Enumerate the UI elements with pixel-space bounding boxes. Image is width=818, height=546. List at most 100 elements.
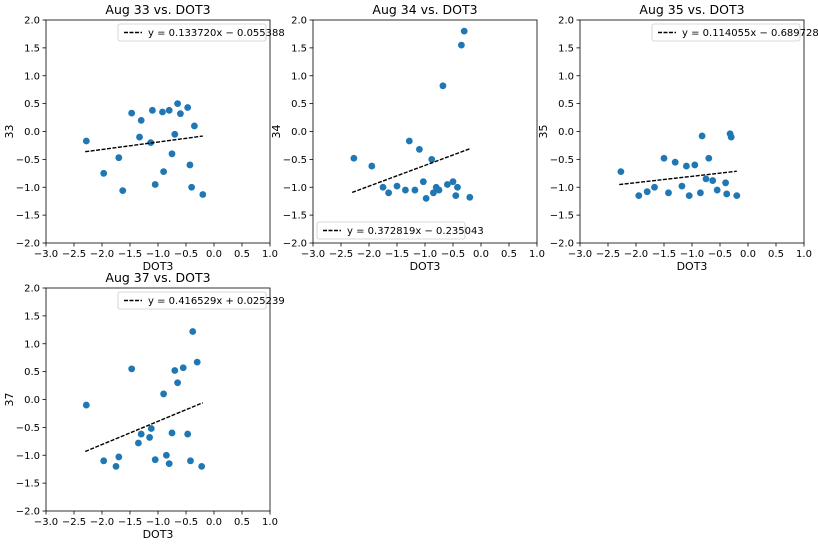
x-tick-label: 1.0 xyxy=(262,249,278,260)
legend-label: y = 0.416529x + 0.025239 xyxy=(148,296,285,307)
data-point xyxy=(709,177,717,184)
x-tick-label: 0.0 xyxy=(206,517,222,528)
data-point xyxy=(128,365,136,373)
x-tick-label: −0.5 xyxy=(174,517,198,528)
data-point xyxy=(115,154,123,162)
data-point xyxy=(733,192,741,200)
data-point xyxy=(177,110,184,118)
data-point xyxy=(149,106,156,114)
x-tick-label: −2.0 xyxy=(357,249,381,260)
data-point xyxy=(112,463,120,470)
data-point xyxy=(430,189,437,197)
data-point xyxy=(416,145,423,153)
data-point xyxy=(168,150,176,158)
axes-frame xyxy=(45,19,271,244)
x-tick-label: 0.5 xyxy=(768,249,784,260)
data-point xyxy=(685,192,693,200)
fit-line xyxy=(85,135,203,153)
y-tick-label: 1.0 xyxy=(24,339,40,350)
data-point xyxy=(119,187,127,194)
data-point xyxy=(199,191,207,198)
fit-line xyxy=(84,402,204,453)
data-point xyxy=(115,453,123,461)
data-point xyxy=(671,158,679,166)
data-point xyxy=(617,168,625,176)
x-tick-label: 1.0 xyxy=(529,249,545,260)
y-axis-label: 37 xyxy=(3,393,16,407)
data-point xyxy=(171,367,179,374)
x-tick-label: −2.5 xyxy=(62,517,86,528)
data-point xyxy=(188,183,196,191)
data-point xyxy=(160,168,168,176)
data-point xyxy=(163,451,170,459)
axes-frame xyxy=(312,19,538,244)
x-tick-label: 1.0 xyxy=(796,249,812,260)
chart-title: Aug 35 vs. DOT3 xyxy=(639,2,744,17)
x-tick-label: −0.5 xyxy=(174,249,198,260)
subplot-37: −3.0 −2.5 −2.0 −1.5 −1.0 −0.5 0.0 0.5 1.0 −2.0 −1.… xyxy=(3,270,285,541)
x-tick-label: −3.0 xyxy=(34,249,58,260)
y-tick-label: 1.5 xyxy=(24,311,40,322)
y-tick-label: 0.5 xyxy=(24,99,40,110)
y-tick-label: 0.5 xyxy=(558,99,574,110)
y-tick-label: −1.0 xyxy=(16,451,40,462)
data-point xyxy=(147,425,155,432)
data-point xyxy=(179,364,187,372)
data-point xyxy=(402,186,409,194)
data-point xyxy=(702,175,710,183)
data-point xyxy=(151,181,159,188)
data-point xyxy=(452,192,460,200)
y-tick-label: 2.0 xyxy=(24,284,40,295)
y-tick-label: −2.0 xyxy=(16,507,40,518)
data-point xyxy=(151,456,159,464)
data-point xyxy=(678,182,686,190)
x-tick-label: −2.5 xyxy=(62,249,86,260)
data-point xyxy=(198,463,206,470)
fit-line xyxy=(619,170,737,186)
y-axis-label: 34 xyxy=(270,125,283,139)
data-point xyxy=(137,430,145,438)
data-point xyxy=(439,82,447,90)
x-tick-label: −1.5 xyxy=(652,249,676,260)
data-point xyxy=(100,169,108,177)
data-point xyxy=(449,178,457,186)
legend: y = 0.133720x − 0.055388 xyxy=(117,23,285,42)
data-point xyxy=(160,390,168,398)
x-tick-label: 0.5 xyxy=(234,517,250,528)
data-point xyxy=(171,130,179,138)
y-tick-label: 1.0 xyxy=(558,71,574,82)
axes-frame xyxy=(579,19,805,244)
data-point xyxy=(665,189,672,197)
data-point xyxy=(428,155,436,163)
x-tick-label: −1.0 xyxy=(680,249,704,260)
data-point xyxy=(697,189,704,197)
data-point xyxy=(193,358,201,366)
data-point xyxy=(683,162,690,170)
y-tick-label: 2.0 xyxy=(291,16,307,27)
data-point xyxy=(460,27,468,35)
legend: y = 0.416529x + 0.025239 xyxy=(117,291,285,310)
legend-label: y = 0.114055x − 0.689728 xyxy=(682,28,818,39)
y-tick-label: −1.0 xyxy=(16,183,40,194)
data-point xyxy=(174,379,182,387)
x-tick-label: −2.0 xyxy=(624,249,648,260)
data-point xyxy=(698,132,706,140)
y-tick-label: −0.5 xyxy=(283,155,307,166)
legend-box xyxy=(117,23,267,42)
y-tick-label: 1.5 xyxy=(558,43,574,54)
data-point xyxy=(100,457,108,465)
x-tick-label: −1.0 xyxy=(146,249,170,260)
x-tick-label: −0.5 xyxy=(441,249,465,260)
y-axis-label: 35 xyxy=(537,125,550,139)
x-tick-label: 0.5 xyxy=(501,249,517,260)
data-point xyxy=(643,188,651,196)
y-tick-label: −1.5 xyxy=(16,211,40,222)
data-point xyxy=(128,109,136,117)
data-point xyxy=(444,181,451,188)
x-tick-label: 0.5 xyxy=(234,249,250,260)
x-tick-label: −2.5 xyxy=(329,249,353,260)
data-point xyxy=(350,154,358,162)
data-point xyxy=(705,154,713,162)
y-tick-label: 0.0 xyxy=(24,127,40,138)
x-tick-label: −3.0 xyxy=(301,249,325,260)
